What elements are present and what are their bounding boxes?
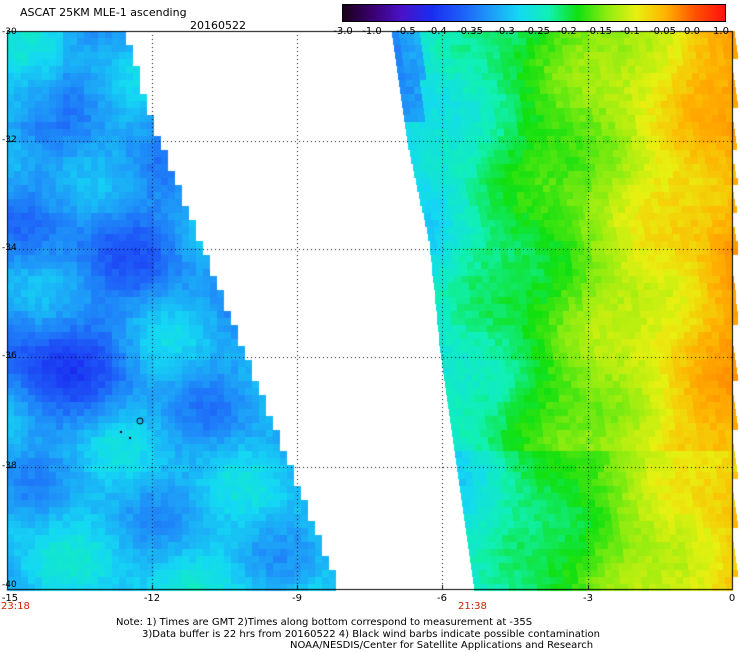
lat-label: -38: [2, 461, 17, 471]
color-scale-tick: -0.25: [524, 26, 550, 37]
footnote-line-1: Note: 1) Times are GMT 2)Times along bot…: [116, 617, 533, 628]
lon-label: -12: [143, 593, 161, 604]
lat-label: -32: [2, 135, 17, 145]
color-scale-tick: -0.5: [396, 26, 416, 37]
color-scale-tick: -0.2: [557, 26, 577, 37]
plot-title: ASCAT 25KM MLE-1 ascending: [20, 6, 187, 19]
color-scale-tick: -0.15: [586, 26, 612, 37]
pass-time-right: 21:38: [458, 601, 487, 612]
color-scale-tick: -1.0: [362, 26, 382, 37]
lon-label: -3: [583, 593, 593, 604]
color-scale-tick: -0.4: [427, 26, 447, 37]
color-scale-bar: [342, 4, 726, 22]
color-scale-tick: -0.05: [650, 26, 676, 37]
lon-label: 0: [728, 593, 736, 604]
lon-label: -15: [1, 593, 19, 604]
color-scale-tick: -0.35: [457, 26, 483, 37]
color-scale-tick: -0.3: [495, 26, 515, 37]
plot-date: 20160522: [190, 19, 246, 32]
footnote-line-3: NOAA/NESDIS/Center for Satellite Applica…: [290, 640, 594, 651]
lat-label: -34: [2, 243, 17, 253]
lon-label: -6: [437, 593, 447, 604]
lon-label: -9: [292, 593, 302, 604]
lat-label: -40: [2, 580, 17, 590]
footnote-line-2: 3)Data buffer is 22 hrs from 20160522 4)…: [142, 629, 600, 640]
lat-label: -36: [2, 351, 17, 361]
color-scale-tick: -0.1: [620, 26, 640, 37]
pass-time-left: 23:18: [1, 601, 30, 612]
color-scale-tick: 1.0: [713, 26, 729, 37]
color-scale-tick: 0.0: [684, 26, 700, 37]
color-scale-tick: -3.0: [333, 26, 353, 37]
lat-label: -30: [2, 27, 17, 37]
